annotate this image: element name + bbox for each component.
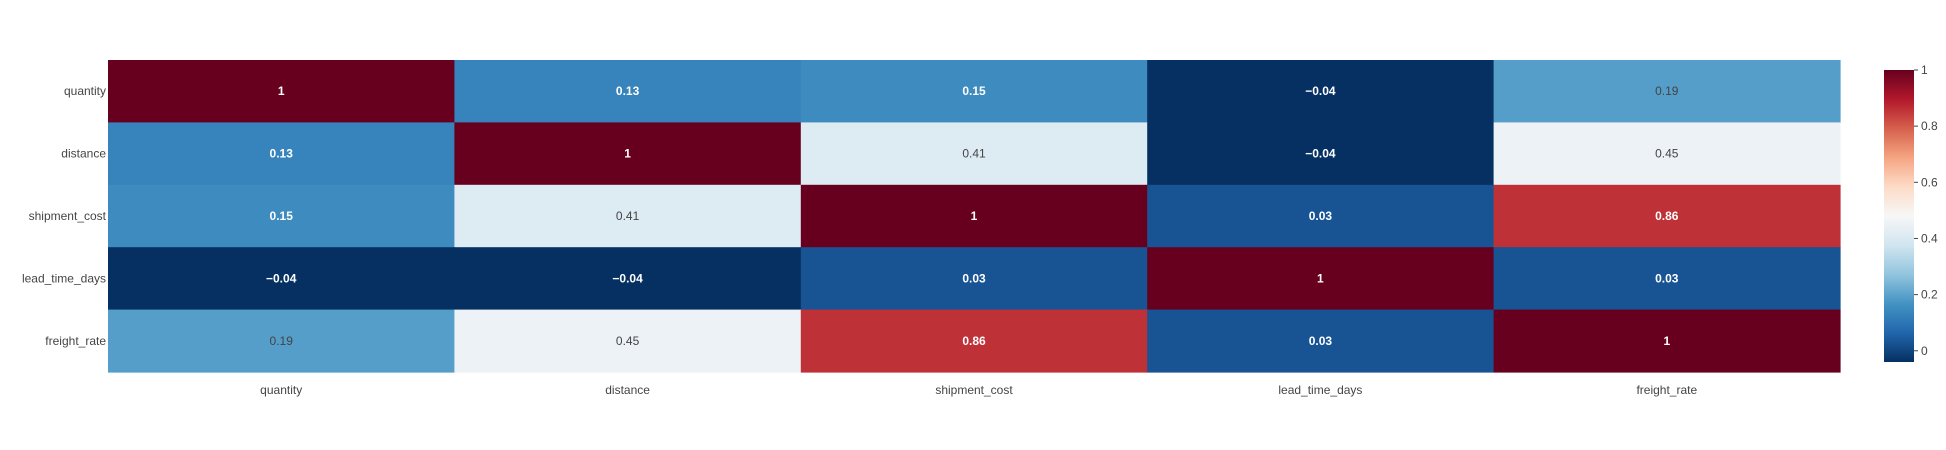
colorbar-tick-label: 0.4 bbox=[1921, 231, 1938, 245]
colorbar-tick-label: 0.8 bbox=[1921, 119, 1938, 133]
x-axis-tick-labels: quantity distance shipment_cost lead_time_d… bbox=[260, 383, 1697, 397]
heatmap-cell bbox=[800, 247, 1148, 311]
cell-value-label: 0.41 bbox=[616, 209, 640, 223]
heatmap-cell bbox=[1493, 247, 1841, 311]
heatmap-cell bbox=[454, 60, 802, 123]
colorbar-tick-label: 0.6 bbox=[1921, 175, 1938, 189]
heatmap-cell bbox=[454, 247, 802, 311]
heatmap-cell bbox=[800, 184, 1148, 248]
heatmap-cell bbox=[1493, 184, 1841, 248]
cell-value-label: 0.19 bbox=[1655, 84, 1679, 98]
cell-value-label: 0.86 bbox=[1655, 209, 1679, 223]
colorbar-tick-label: 0.2 bbox=[1921, 288, 1938, 302]
cell-value-label: 0.15 bbox=[962, 84, 986, 98]
cell-value-label: 0.03 bbox=[1309, 209, 1333, 223]
cell-value-label: 0.03 bbox=[1655, 271, 1679, 285]
cell-value-label: −0.04 bbox=[612, 271, 643, 285]
heatmap-cell bbox=[1493, 309, 1841, 373]
heatmap-cell bbox=[1493, 60, 1841, 123]
heatmap-cell bbox=[800, 309, 1148, 373]
cell-value-label: 0.03 bbox=[1309, 334, 1333, 348]
cell-value-label: 0.13 bbox=[616, 84, 640, 98]
x-tick-label: distance bbox=[605, 383, 650, 397]
cell-value-label: 1 bbox=[1663, 334, 1670, 348]
cell-value-label: 0.86 bbox=[962, 334, 986, 348]
cell-value-label: −0.04 bbox=[1305, 84, 1336, 98]
heatmap-cell bbox=[1147, 122, 1495, 186]
heatmap-cell bbox=[108, 184, 455, 248]
heatmap-cell bbox=[454, 122, 802, 186]
y-tick-label: distance bbox=[61, 147, 106, 161]
x-tick-label: quantity bbox=[260, 383, 302, 397]
colorbar-tick-label: 0 bbox=[1921, 344, 1928, 358]
heatmap-cell bbox=[1147, 247, 1495, 311]
colorbar-gradient bbox=[1884, 70, 1914, 362]
cell-value-label: 0.19 bbox=[270, 334, 294, 348]
heatmap-cell bbox=[1493, 122, 1841, 186]
cell-value-label: 1 bbox=[1317, 271, 1324, 285]
heatmap-cell bbox=[108, 309, 455, 373]
cell-value-label: 1 bbox=[971, 209, 978, 223]
colorbar: 0 0.2 0.4 0.6 0.8 1 bbox=[1884, 63, 1938, 362]
heatmap-cell bbox=[454, 184, 802, 248]
cell-value-label: 0.41 bbox=[962, 147, 986, 161]
heatmap-cell bbox=[454, 309, 802, 373]
heatmap-cell bbox=[108, 60, 455, 123]
y-tick-label: quantity bbox=[64, 84, 106, 98]
y-tick-label: lead_time_days bbox=[22, 271, 106, 285]
heatmap-cell bbox=[800, 60, 1148, 123]
x-tick-label: freight_rate bbox=[1636, 383, 1697, 397]
y-tick-label: shipment_cost bbox=[29, 209, 107, 223]
y-tick-label: freight_rate bbox=[45, 334, 106, 348]
cell-value-label: 1 bbox=[278, 84, 285, 98]
cell-value-label: 0.03 bbox=[962, 271, 986, 285]
y-axis-tick-labels: quantity distance shipment_cost lead_time_d… bbox=[22, 84, 107, 348]
heatmap-cell bbox=[1147, 309, 1495, 373]
heatmap-cell-labels: 1 0.13 0.15 −0.04 0.19 0.13 1 0.41 −0.04 0.45 0.15… bbox=[266, 84, 1679, 348]
heatmap-cell bbox=[800, 122, 1148, 186]
heatmap-cell bbox=[108, 122, 455, 186]
cell-value-label: 0.15 bbox=[270, 209, 294, 223]
colorbar-tick-label: 1 bbox=[1921, 63, 1928, 77]
cell-value-label: 0.45 bbox=[616, 334, 640, 348]
cell-value-label: −0.04 bbox=[1305, 147, 1336, 161]
heatmap-cell bbox=[1147, 184, 1495, 248]
heatmap-cell bbox=[1147, 60, 1495, 123]
heatmap-cells bbox=[108, 60, 1841, 373]
x-tick-label: lead_time_days bbox=[1278, 383, 1362, 397]
cell-value-label: 0.13 bbox=[270, 147, 294, 161]
cell-value-label: 0.45 bbox=[1655, 147, 1679, 161]
cell-value-label: 1 bbox=[624, 147, 631, 161]
cell-value-label: −0.04 bbox=[266, 271, 297, 285]
x-tick-label: shipment_cost bbox=[935, 383, 1013, 397]
heatmap-cell bbox=[108, 247, 455, 311]
